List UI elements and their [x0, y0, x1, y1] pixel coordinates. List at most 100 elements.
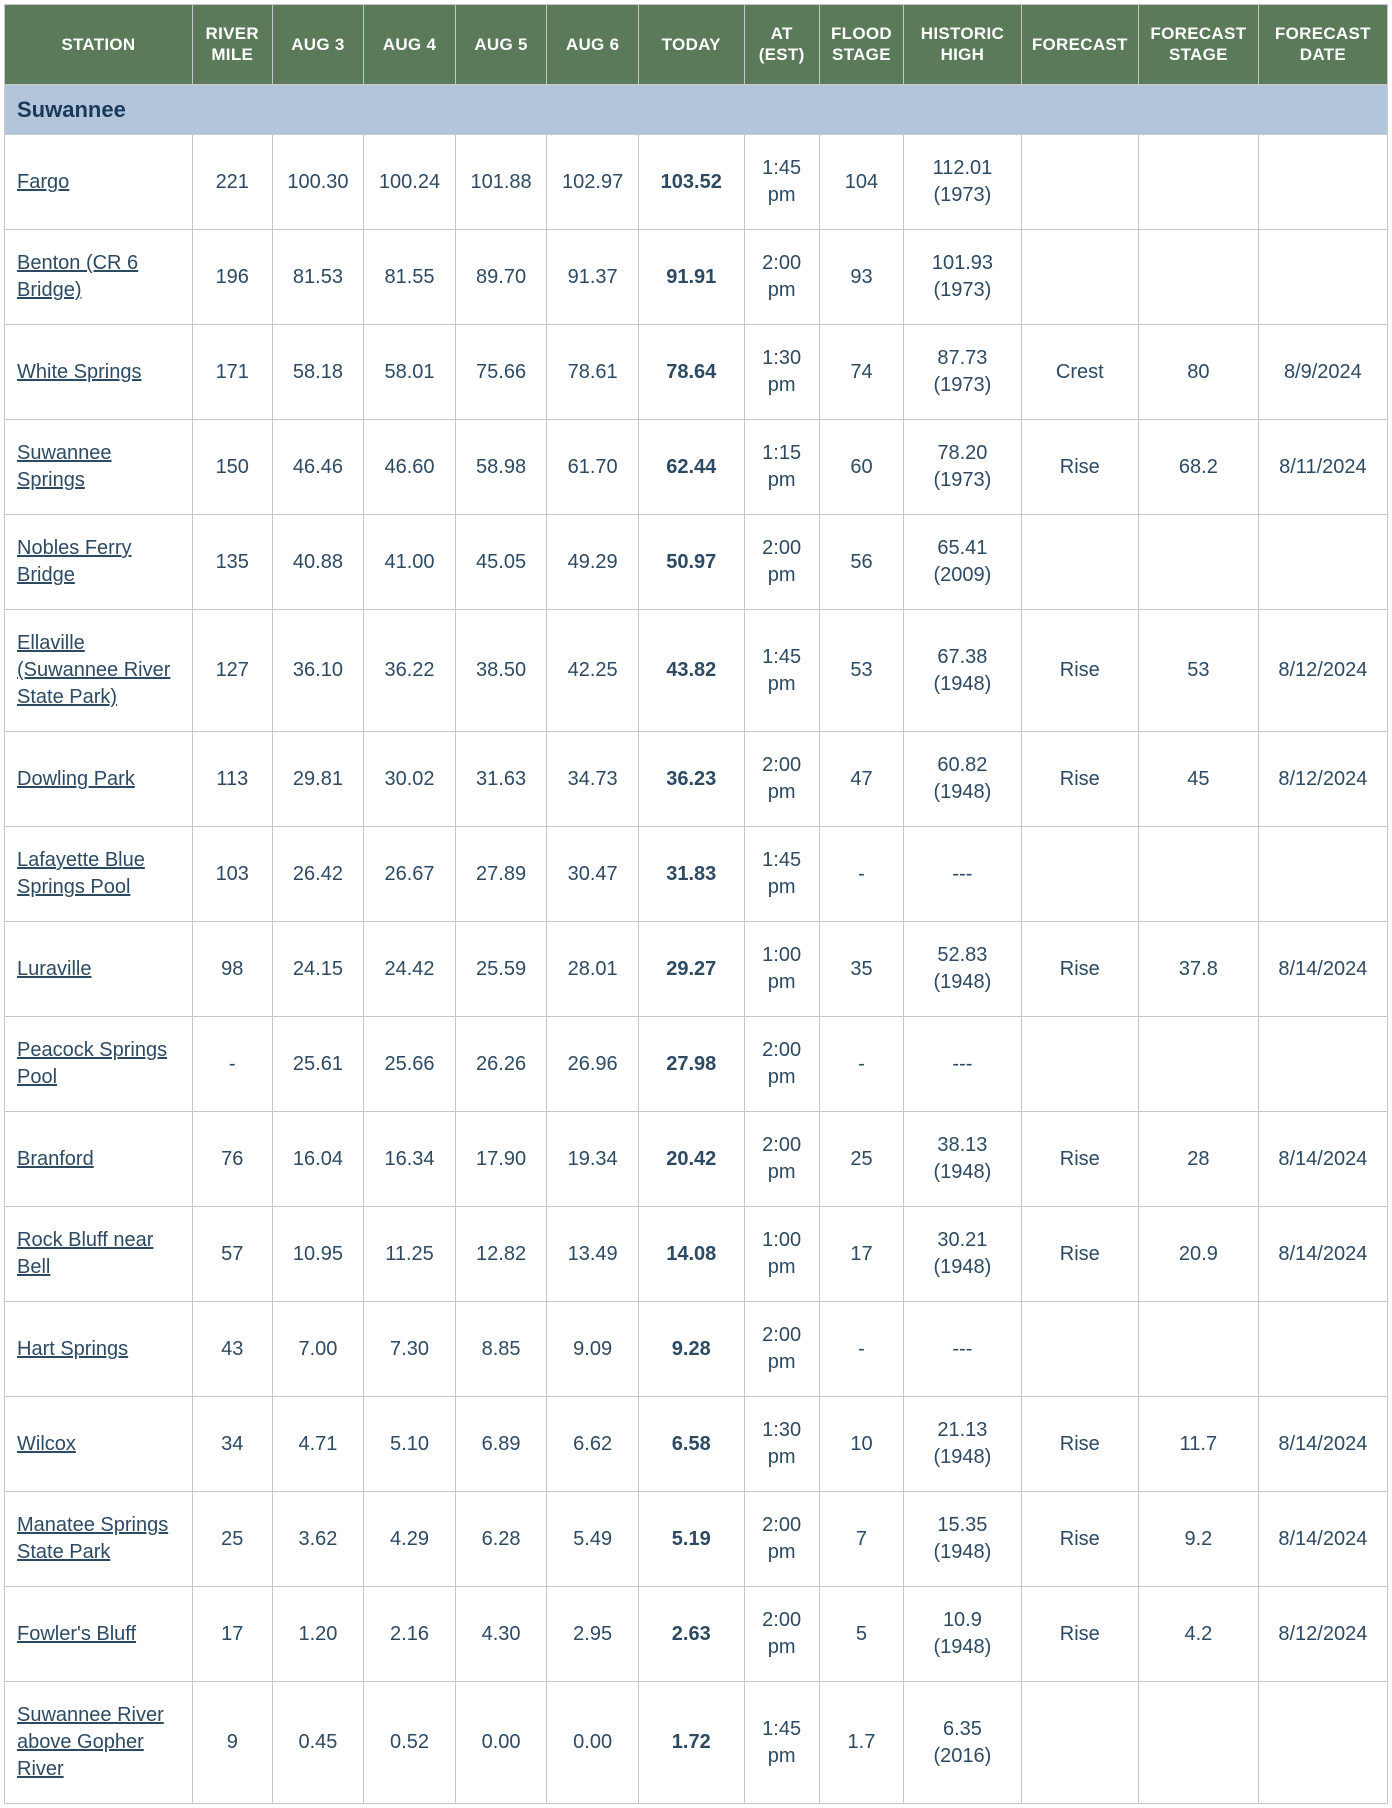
col-header-station: STATION	[5, 5, 193, 85]
cell-aug3: 100.30	[272, 135, 364, 230]
cell-aug6: 30.47	[547, 827, 639, 922]
cell-fcdate: 8/14/2024	[1258, 922, 1387, 1017]
cell-aug4: 5.10	[364, 1397, 456, 1492]
col-header-aug3: AUG 3	[272, 5, 364, 85]
cell-hist: 101.93 (1973)	[904, 230, 1021, 325]
station-link[interactable]: Benton (CR 6 Bridge)	[5, 230, 193, 325]
cell-hist: ---	[904, 1302, 1021, 1397]
cell-aug3: 26.42	[272, 827, 364, 922]
table-header-row: STATIONRIVER MILEAUG 3AUG 4AUG 5AUG 6TOD…	[5, 5, 1388, 85]
cell-mile: 43	[192, 1302, 272, 1397]
cell-mile: 9	[192, 1682, 272, 1804]
cell-mile: 17	[192, 1587, 272, 1682]
cell-fc	[1021, 515, 1138, 610]
cell-at: 2:00 pm	[744, 1587, 819, 1682]
station-link[interactable]: Branford	[5, 1112, 193, 1207]
station-link[interactable]: Manatee Springs State Park	[5, 1492, 193, 1587]
cell-hist: ---	[904, 1017, 1021, 1112]
cell-fcstage: 4.2	[1139, 1587, 1259, 1682]
cell-fcstage: 20.9	[1139, 1207, 1259, 1302]
station-link[interactable]: Luraville	[5, 922, 193, 1017]
cell-aug5: 31.63	[455, 732, 547, 827]
table-row: Peacock Springs Pool-25.6125.6626.2626.9…	[5, 1017, 1388, 1112]
cell-hist: 21.13 (1948)	[904, 1397, 1021, 1492]
cell-fcdate: 8/12/2024	[1258, 732, 1387, 827]
cell-hist: 30.21 (1948)	[904, 1207, 1021, 1302]
cell-fcstage	[1139, 827, 1259, 922]
cell-aug3: 58.18	[272, 325, 364, 420]
cell-at: 1:45 pm	[744, 135, 819, 230]
station-link[interactable]: Hart Springs	[5, 1302, 193, 1397]
station-link[interactable]: Ellaville (Suwannee River State Park)	[5, 610, 193, 732]
cell-aug6: 28.01	[547, 922, 639, 1017]
section-label: Suwannee	[5, 84, 1388, 135]
cell-aug5: 45.05	[455, 515, 547, 610]
cell-aug4: 7.30	[364, 1302, 456, 1397]
cell-fcdate: 8/14/2024	[1258, 1397, 1387, 1492]
table-row: Rock Bluff near Bell5710.9511.2512.8213.…	[5, 1207, 1388, 1302]
cell-today: 91.91	[638, 230, 744, 325]
cell-aug3: 16.04	[272, 1112, 364, 1207]
cell-flood: -	[819, 1017, 904, 1112]
table-row: Suwannee River above Gopher River90.450.…	[5, 1682, 1388, 1804]
cell-aug5: 6.89	[455, 1397, 547, 1492]
table-row: Luraville9824.1524.4225.5928.0129.271:00…	[5, 922, 1388, 1017]
cell-aug4: 11.25	[364, 1207, 456, 1302]
cell-aug4: 30.02	[364, 732, 456, 827]
station-link[interactable]: Dowling Park	[5, 732, 193, 827]
col-header-aug4: AUG 4	[364, 5, 456, 85]
cell-aug6: 42.25	[547, 610, 639, 732]
cell-at: 1:30 pm	[744, 1397, 819, 1492]
cell-aug4: 24.42	[364, 922, 456, 1017]
cell-today: 36.23	[638, 732, 744, 827]
cell-mile: 135	[192, 515, 272, 610]
cell-hist: ---	[904, 827, 1021, 922]
col-header-at: AT (EST)	[744, 5, 819, 85]
cell-flood: -	[819, 1302, 904, 1397]
station-link[interactable]: Lafayette Blue Springs Pool	[5, 827, 193, 922]
cell-fc: Rise	[1021, 732, 1138, 827]
cell-fcstage: 37.8	[1139, 922, 1259, 1017]
cell-aug6: 19.34	[547, 1112, 639, 1207]
col-header-fcstage: FORECAST STAGE	[1139, 5, 1259, 85]
station-link[interactable]: White Springs	[5, 325, 193, 420]
cell-aug3: 0.45	[272, 1682, 364, 1804]
cell-fc	[1021, 135, 1138, 230]
cell-fc: Crest	[1021, 325, 1138, 420]
cell-fcdate	[1258, 515, 1387, 610]
cell-fcstage: 80	[1139, 325, 1259, 420]
station-link[interactable]: Fargo	[5, 135, 193, 230]
station-link[interactable]: Peacock Springs Pool	[5, 1017, 193, 1112]
cell-aug6: 102.97	[547, 135, 639, 230]
cell-fcstage: 9.2	[1139, 1492, 1259, 1587]
station-link[interactable]: Nobles Ferry Bridge	[5, 515, 193, 610]
cell-at: 2:00 pm	[744, 1112, 819, 1207]
cell-mile: 221	[192, 135, 272, 230]
station-link[interactable]: Wilcox	[5, 1397, 193, 1492]
cell-at: 2:00 pm	[744, 1017, 819, 1112]
station-link[interactable]: Rock Bluff near Bell	[5, 1207, 193, 1302]
table-row: Benton (CR 6 Bridge)19681.5381.5589.7091…	[5, 230, 1388, 325]
table-row: Suwannee Springs15046.4646.6058.9861.706…	[5, 420, 1388, 515]
col-header-flood: FLOOD STAGE	[819, 5, 904, 85]
station-link[interactable]: Fowler's Bluff	[5, 1587, 193, 1682]
cell-fcdate: 8/14/2024	[1258, 1492, 1387, 1587]
river-levels-table: STATIONRIVER MILEAUG 3AUG 4AUG 5AUG 6TOD…	[4, 4, 1388, 1804]
cell-mile: 98	[192, 922, 272, 1017]
cell-at: 2:00 pm	[744, 515, 819, 610]
cell-hist: 15.35 (1948)	[904, 1492, 1021, 1587]
cell-aug4: 25.66	[364, 1017, 456, 1112]
cell-aug3: 25.61	[272, 1017, 364, 1112]
table-row: Dowling Park11329.8130.0231.6334.7336.23…	[5, 732, 1388, 827]
cell-aug4: 26.67	[364, 827, 456, 922]
station-link[interactable]: Suwannee River above Gopher River	[5, 1682, 193, 1804]
cell-flood: 5	[819, 1587, 904, 1682]
cell-flood: 60	[819, 420, 904, 515]
cell-today: 6.58	[638, 1397, 744, 1492]
col-header-aug6: AUG 6	[547, 5, 639, 85]
cell-flood: 10	[819, 1397, 904, 1492]
cell-aug3: 29.81	[272, 732, 364, 827]
table-row: Fowler's Bluff171.202.164.302.952.632:00…	[5, 1587, 1388, 1682]
station-link[interactable]: Suwannee Springs	[5, 420, 193, 515]
cell-mile: 25	[192, 1492, 272, 1587]
